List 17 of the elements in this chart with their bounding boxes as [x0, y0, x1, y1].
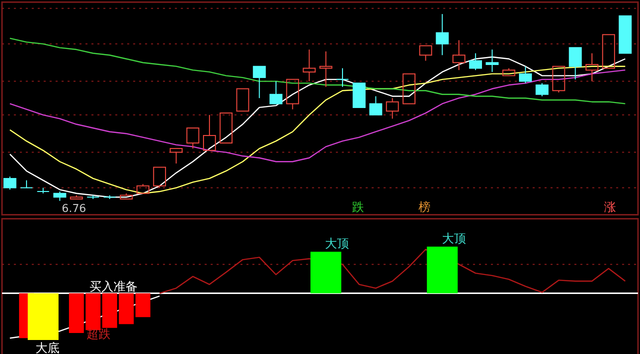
- annotation: 榜: [418, 200, 430, 214]
- annotation: 跌: [352, 200, 364, 214]
- candlestick: [452, 40, 466, 71]
- candlestick: [436, 14, 449, 56]
- text: 大底: [36, 340, 60, 354]
- annotation: 超跌: [86, 327, 110, 342]
- candlestick: [386, 98, 399, 120]
- text: 6.76: [62, 202, 86, 215]
- candlestick: [302, 49, 316, 82]
- candlestick: [336, 68, 349, 88]
- candlestick: [486, 49, 499, 72]
- annotation: 大顶: [324, 236, 349, 251]
- annotation: 买入准备: [89, 279, 138, 294]
- candlestick: [319, 50, 332, 88]
- text: 大顶: [442, 232, 466, 246]
- candlestick: [585, 52, 598, 82]
- annotation: 涨: [604, 200, 616, 214]
